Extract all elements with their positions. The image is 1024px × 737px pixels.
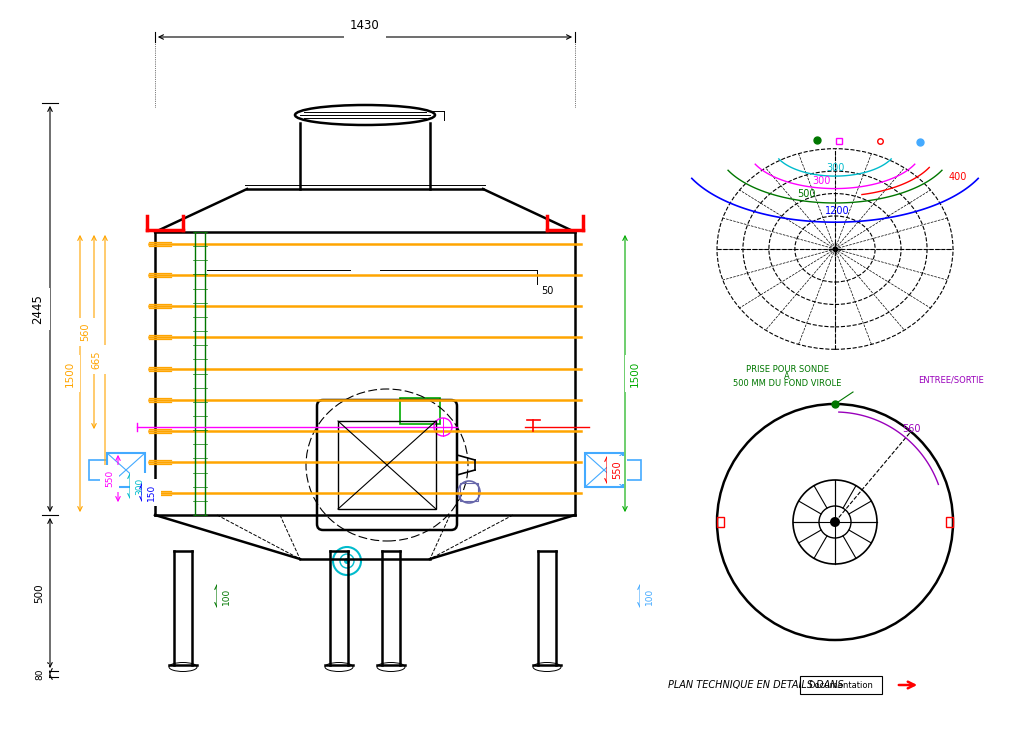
Bar (89, 460, 106, 480)
Text: 150: 150 (147, 484, 156, 501)
Text: 500: 500 (34, 583, 44, 603)
Text: 665: 665 (91, 350, 101, 368)
Text: PLAN TECHNIQUE EN DETAILS DANS: PLAN TECHNIQUE EN DETAILS DANS (668, 680, 844, 690)
Text: A: A (784, 372, 790, 381)
Bar (623, 460, 641, 480)
Bar (585, 453, 623, 487)
Circle shape (344, 558, 350, 564)
Bar (106, 453, 145, 487)
Text: Documentation: Documentation (809, 680, 873, 690)
Text: 1430: 1430 (350, 19, 380, 32)
Text: 50: 50 (541, 286, 553, 296)
Bar (460, 483, 478, 501)
Bar (400, 398, 440, 424)
Text: 400: 400 (948, 172, 967, 182)
Text: 300: 300 (135, 478, 144, 495)
Bar (338, 421, 436, 509)
Text: PRISE POUR SONDE: PRISE POUR SONDE (745, 365, 828, 374)
Text: 300: 300 (812, 175, 830, 186)
Text: 500 MM DU FOND VIROLE: 500 MM DU FOND VIROLE (733, 379, 841, 388)
Text: 100: 100 (645, 587, 654, 604)
Text: 500: 500 (797, 189, 815, 199)
Text: 1500: 1500 (630, 360, 640, 387)
Text: 560: 560 (902, 424, 921, 434)
Text: 300: 300 (826, 163, 845, 173)
Text: ENTREE/SORTIE: ENTREE/SORTIE (919, 375, 984, 384)
Text: 1200: 1200 (824, 206, 849, 216)
Circle shape (830, 517, 840, 527)
Bar (717, 517, 724, 527)
Bar (800, 676, 882, 694)
Text: 560: 560 (80, 323, 90, 341)
Text: 100: 100 (222, 587, 231, 604)
Text: 80: 80 (35, 668, 44, 680)
Text: 2445: 2445 (31, 294, 44, 324)
Bar (946, 517, 953, 527)
Text: 1500: 1500 (65, 360, 75, 387)
Text: 550: 550 (612, 461, 622, 479)
Text: 550: 550 (105, 470, 114, 487)
